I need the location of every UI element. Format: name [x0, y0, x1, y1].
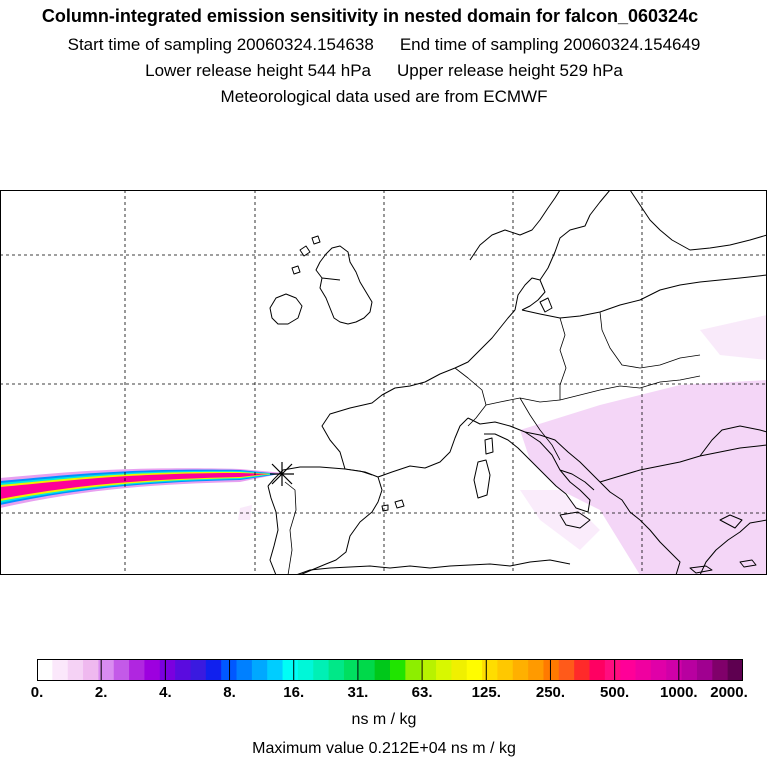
colorbar-cell: [98, 659, 115, 681]
colorbar-cell: [144, 659, 161, 681]
emission-plume: [0, 468, 284, 508]
colorbar-major-ticks: [37, 659, 743, 681]
colorbar-tick-label: 16.: [283, 684, 305, 701]
release-height-line: Lower release height 544 hPa Upper releas…: [0, 61, 768, 81]
colorbar-cell: [650, 659, 667, 681]
colorbar: [37, 659, 743, 681]
colorbar-cell: [712, 659, 729, 681]
start-time-label: Start time of sampling 20060324.154638: [67, 35, 374, 54]
colorbar-cell: [574, 659, 591, 681]
colorbar-tick-label: 8.: [223, 684, 236, 701]
colorbar-cell: [343, 659, 360, 681]
colorbar-cell: [604, 659, 621, 681]
maximum-value-label: Maximum value 0.212E+04 ns m / kg: [252, 740, 516, 757]
colorbar-cell: [113, 659, 130, 681]
colorbar-tick-label: 1000.: [660, 684, 698, 701]
colorbar-cell: [297, 659, 314, 681]
colorbar-cell: [420, 659, 437, 681]
colorbar-cell: [436, 659, 452, 681]
colorbar-cell: [635, 659, 652, 681]
sampling-time-line: Start time of sampling 20060324.154638 En…: [0, 35, 768, 55]
end-time-label: End time of sampling 20060324.154649: [399, 35, 701, 54]
plume-core: [0, 473, 268, 499]
colorbar-cell: [236, 659, 253, 681]
colorbar-cell: [282, 659, 299, 681]
colorbar-cell: [543, 659, 560, 681]
colorbar-cell: [589, 659, 606, 681]
map-panel: [0, 190, 767, 575]
colorbar-cell: [328, 659, 345, 681]
colorbar-cell: [83, 659, 99, 681]
colorbar-units: ns m / kg: [351, 711, 417, 728]
colorbar-cell: [251, 659, 268, 681]
colorbar-cell: [159, 659, 176, 681]
colorbar-tick-label: 125.: [471, 684, 501, 701]
colorbar-tick-label: 2000.: [710, 684, 748, 701]
colorbar-cell: [37, 659, 53, 681]
colorbar-cell: [267, 659, 284, 681]
plot-title: Column-integrated emission sensitivity i…: [41, 6, 699, 26]
colorbar-cells: [37, 659, 743, 681]
colorbar-frame: [37, 659, 743, 681]
colorbar-tick-label: 31.: [347, 684, 369, 701]
plume-yellow: [0, 471, 272, 501]
met-data-label: Meteorological data used are from ECMWF: [220, 87, 548, 106]
colorbar-cell: [620, 659, 637, 681]
colorbar-tick-label: 250.: [535, 684, 566, 701]
colorbar-tick-label: 4.: [159, 684, 172, 701]
colorbar-cell: [696, 659, 713, 681]
colorbar-cell: [405, 659, 422, 681]
lower-release-label: Lower release height 544 hPa: [145, 61, 371, 80]
colorbar-cell: [466, 659, 483, 681]
colorbar-cell: [558, 659, 575, 681]
release-location-marker: [270, 462, 294, 486]
colorbar-cell: [205, 659, 222, 681]
colorbar-cell: [512, 659, 529, 681]
colorbar-tick-label: 500.: [600, 684, 630, 701]
colorbar-cell: [67, 659, 84, 681]
colorbar-tick-label: 63.: [411, 684, 433, 701]
colorbar-cell: [390, 659, 406, 681]
colorbar-cell: [190, 659, 207, 681]
colorbar-tick-label: 2.: [94, 684, 108, 701]
colorbar-cell: [313, 659, 330, 681]
faint-sensitivity-field: [238, 315, 767, 575]
colorbar-cell: [52, 659, 69, 681]
colorbar-cell: [129, 659, 146, 681]
grid-lines: [0, 190, 767, 575]
colorbar-tick-label: 0.: [30, 684, 44, 701]
colorbar-cell: [681, 659, 698, 681]
colorbar-cell: [497, 659, 514, 681]
colorbar-cell: [374, 659, 391, 681]
colorbar-cell: [666, 659, 683, 681]
coastlines: [267, 190, 767, 575]
colorbar-cell: [727, 659, 743, 681]
colorbar-cell: [528, 659, 545, 681]
colorbar-cell: [482, 659, 499, 681]
colorbar-cell: [359, 659, 376, 681]
colorbar-cell: [451, 659, 468, 681]
colorbar-cell: [175, 659, 192, 681]
upper-release-label: Upper release height 529 hPa: [397, 61, 623, 80]
map-frame: [0, 190, 767, 575]
